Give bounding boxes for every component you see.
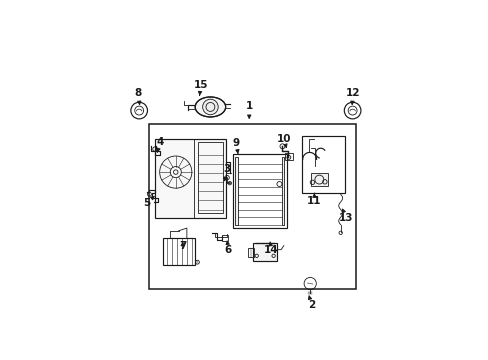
Text: 5: 5 — [143, 196, 154, 208]
Bar — [310, 174, 327, 186]
Bar — [248, 248, 253, 257]
Bar — [155, 139, 225, 218]
Text: 6: 6 — [224, 241, 232, 255]
Bar — [301, 136, 344, 193]
Text: 4: 4 — [157, 136, 164, 152]
Bar — [234, 157, 237, 225]
Bar — [222, 235, 227, 242]
Text: 9: 9 — [232, 138, 239, 154]
Text: 2: 2 — [307, 296, 315, 310]
Bar — [198, 142, 223, 213]
Bar — [163, 238, 195, 265]
Text: 1: 1 — [245, 100, 252, 118]
Text: 15: 15 — [193, 80, 207, 95]
Text: 11: 11 — [306, 193, 321, 206]
Bar — [284, 153, 292, 160]
Bar — [281, 157, 284, 225]
Text: 8: 8 — [135, 88, 142, 104]
Text: 14: 14 — [264, 242, 278, 255]
Bar — [253, 243, 276, 261]
Text: 3: 3 — [223, 164, 230, 181]
Text: 12: 12 — [345, 88, 360, 104]
Bar — [149, 123, 355, 288]
Text: 13: 13 — [338, 209, 353, 223]
Text: 7: 7 — [179, 240, 186, 251]
Bar — [232, 154, 286, 228]
Ellipse shape — [195, 97, 225, 117]
Circle shape — [202, 99, 218, 115]
Text: 10: 10 — [276, 134, 290, 148]
